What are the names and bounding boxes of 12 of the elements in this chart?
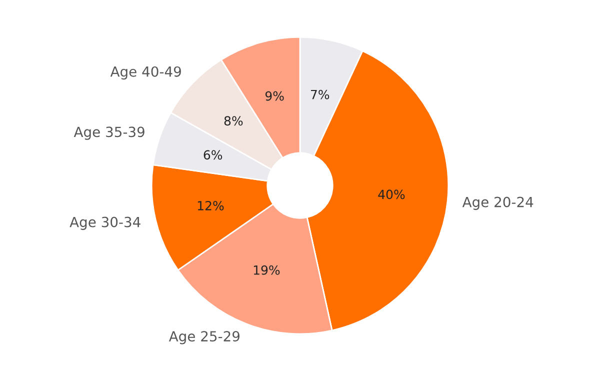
data-label: 6% (204, 150, 222, 160)
slice-label: Age 35-39 (74, 126, 144, 140)
data-label: 9% (265, 91, 284, 101)
slice-label: Age 30-34 (70, 216, 140, 230)
data-label: 7% (310, 90, 330, 100)
data-label: 8% (224, 116, 243, 126)
slice-label: Age 40-49 (110, 66, 181, 80)
data-label: 40% (378, 190, 405, 200)
data-label: 12% (198, 200, 224, 210)
data-label: 19% (254, 265, 280, 275)
slice-label: Age 25-29 (168, 331, 240, 344)
slice-label: Age 20-24 (462, 196, 534, 210)
